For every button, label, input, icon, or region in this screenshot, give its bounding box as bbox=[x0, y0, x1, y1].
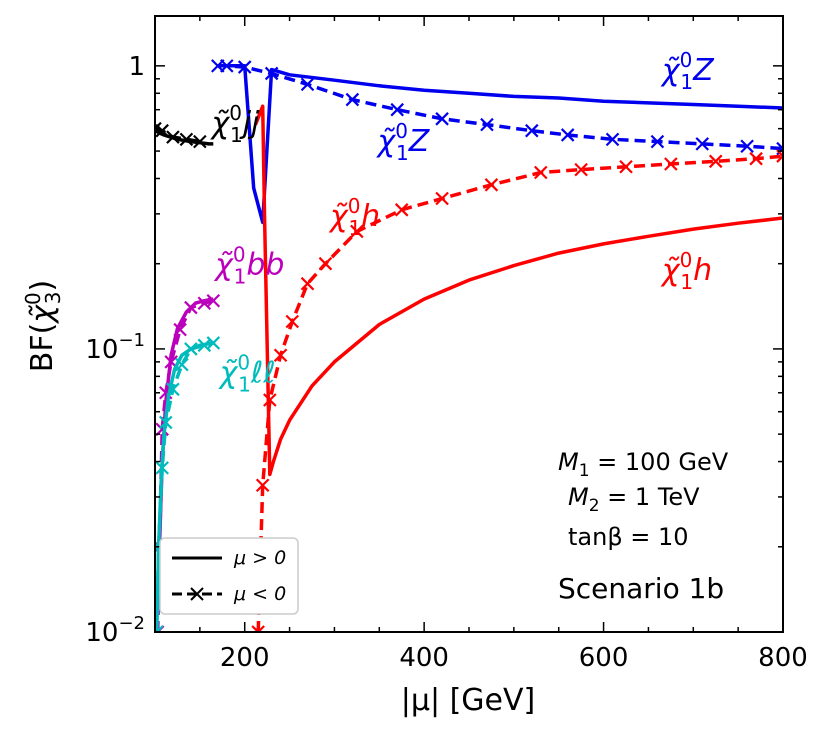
series-3-point-1 bbox=[255, 478, 270, 492]
series-1-point-6 bbox=[390, 102, 405, 117]
series-line-1 bbox=[217, 64, 783, 151]
axes-layer: 200 400 600 800 1 10−1 10−2 bbox=[85, 15, 808, 673]
series-3-point-9 bbox=[435, 191, 449, 206]
y-axis-title: BF(χ̃03) bbox=[21, 280, 65, 373]
series-1-point-8 bbox=[480, 117, 494, 132]
series-1-point-9 bbox=[525, 123, 539, 138]
curve-label-3: χ̃0 1h bbox=[660, 248, 712, 294]
curve-label-0: χ̃0 1Z bbox=[660, 48, 715, 94]
series-3-point-2 bbox=[263, 393, 277, 407]
legend: μ > 0 μ < 0 bbox=[159, 537, 299, 615]
series-3-point-7 bbox=[350, 224, 364, 239]
series-layer bbox=[155, 59, 783, 632]
x-axis-title: |μ| [GeV] bbox=[401, 683, 535, 718]
curve-label-1: χ̃0 1Z bbox=[375, 119, 430, 165]
series-1-negative bbox=[211, 59, 783, 156]
curve-label-2: χ̃0 1h bbox=[328, 194, 380, 240]
curve-label-5: χ̃0 1bb bbox=[213, 243, 284, 289]
series-1-point-2 bbox=[237, 60, 252, 74]
series-3-point-0 bbox=[251, 625, 265, 632]
series-5-point-1 bbox=[155, 123, 169, 138]
series-1-point-14 bbox=[740, 139, 754, 154]
series-3-point-16 bbox=[749, 151, 763, 166]
series-3-point-4 bbox=[285, 314, 300, 329]
x-tick-label-0: 200 bbox=[220, 643, 270, 673]
series-5-negative bbox=[155, 121, 207, 149]
series-3-point-6 bbox=[318, 256, 333, 271]
curve-label-4: χ̃0 1jj bbox=[210, 101, 261, 147]
series-3-point-3 bbox=[273, 348, 288, 363]
series-9-point-3 bbox=[158, 415, 173, 430]
series-5-point-3 bbox=[179, 132, 194, 147]
series-3-negative bbox=[251, 149, 783, 632]
series-1-point-1 bbox=[219, 59, 234, 73]
series-1-point-7 bbox=[435, 112, 449, 126]
series-3-point-12 bbox=[574, 162, 588, 177]
x-tick-label-1: 400 bbox=[399, 643, 449, 673]
curve-label-6: χ̃0 1ℓℓ bbox=[218, 351, 276, 397]
legend-entry-positive: μ > 0 bbox=[233, 547, 286, 569]
series-1-point-12 bbox=[650, 134, 665, 149]
series-3-point-14 bbox=[664, 157, 678, 171]
series-1-point-3 bbox=[264, 66, 279, 81]
series-1-point-11 bbox=[605, 132, 620, 147]
x-tick-label-3: 800 bbox=[758, 643, 808, 673]
series-3-point-8 bbox=[394, 203, 409, 217]
series-3-point-15 bbox=[708, 154, 723, 169]
series-5-point-4 bbox=[193, 134, 207, 149]
legend-entry-negative: μ < 0 bbox=[233, 583, 286, 605]
series-7-point-8 bbox=[206, 293, 221, 308]
series-7-point-5 bbox=[173, 322, 187, 337]
series-3-point-10 bbox=[484, 178, 499, 192]
y-tick-label-2: 10−2 bbox=[85, 613, 145, 648]
series-0-positive bbox=[217, 64, 783, 225]
series-1-point-5 bbox=[345, 92, 360, 107]
y-tick-label-1: 10−1 bbox=[85, 330, 145, 365]
series-7-point-6 bbox=[184, 300, 198, 315]
series-1-point-10 bbox=[560, 128, 575, 142]
series-9-point-8 bbox=[206, 336, 221, 350]
series-2-positive bbox=[253, 104, 783, 477]
annotation-m2: M2 = 1 TeV bbox=[568, 483, 700, 516]
series-3-point-13 bbox=[619, 159, 633, 174]
series-1-point-13 bbox=[695, 137, 710, 151]
annotation-m1: M1 = 100 GeV bbox=[558, 448, 729, 481]
x-tick-label-2: 600 bbox=[579, 643, 629, 673]
labels-layer: χ̃0 1Z χ̃0 1Z χ̃0 1h χ̃0 1h χ̃0 1jj χ̃0 1bb χ̃0 1ℓℓ bbox=[210, 48, 716, 396]
series-1-point-4 bbox=[300, 77, 315, 92]
series-9-point-6 bbox=[184, 342, 198, 356]
series-9-point-0 bbox=[155, 625, 164, 632]
series-5-point-2 bbox=[166, 130, 180, 144]
series-3-point-17 bbox=[776, 149, 783, 163]
series-3-point-11 bbox=[533, 165, 548, 180]
y-tick-label-0: 1 bbox=[128, 52, 145, 82]
annotation-tanbeta: tanβ = 10 bbox=[568, 523, 689, 551]
series-9-point-2 bbox=[155, 461, 169, 475]
scenario-label: Scenario 1b bbox=[558, 572, 724, 605]
series-9-point-5 bbox=[175, 357, 189, 372]
series-line-0 bbox=[217, 64, 783, 225]
series-line-2 bbox=[253, 104, 783, 477]
legend-x-marker bbox=[190, 587, 204, 601]
series-3-point-5 bbox=[300, 276, 315, 291]
series-9-point-4 bbox=[166, 382, 180, 397]
series-line-3 bbox=[256, 154, 783, 632]
